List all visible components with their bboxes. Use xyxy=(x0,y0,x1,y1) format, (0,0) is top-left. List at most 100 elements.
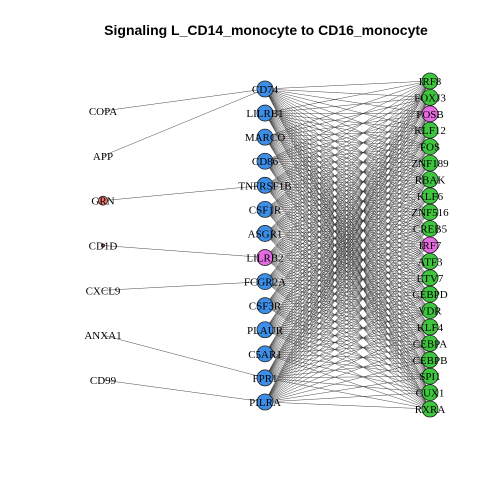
edge-fcgr2a-cux1 xyxy=(264,281,431,393)
target-node-etv7 xyxy=(421,269,439,287)
edge-fpr1-rbak xyxy=(264,179,431,379)
edge-lilrb1-rxra xyxy=(264,112,431,410)
edge-fcgr2a-spi1 xyxy=(264,281,431,377)
edge-lilrb2-irf8 xyxy=(264,80,431,258)
edge-lilrb2-fos xyxy=(264,146,431,258)
receptor-node-c5ar1 xyxy=(256,345,274,363)
ligand-node-cd1d xyxy=(101,243,106,248)
target-label-cebpd: CEBPD xyxy=(412,289,448,301)
edge-cd74-irf7 xyxy=(264,88,431,246)
receptor-label-lilrb1: LILRB1 xyxy=(246,108,283,120)
edge-lilrb1-creb5 xyxy=(264,112,431,229)
edge-tnfrsf1b-creb5 xyxy=(264,185,431,229)
edge-cd86-fos xyxy=(264,146,431,162)
edge-c5ar1-znf189 xyxy=(264,162,431,354)
edge-c5ar1-etv7 xyxy=(264,277,431,355)
receptor-node-fcgr2a xyxy=(256,273,274,291)
target-label-znf516: ZNF516 xyxy=(411,207,449,219)
edge-plaur-vdr xyxy=(264,310,431,330)
labels-layer: COPA APP GRN CD1D CXCL9 ANXA1 CD99 CD74 LILRB1 MA… xyxy=(84,76,449,416)
edge-fcgr2a-rxra xyxy=(264,281,431,410)
edge-lilrb1-irf7 xyxy=(264,112,431,246)
edge-c5ar1-cebpa xyxy=(264,343,431,355)
edge-csf1r-cux1 xyxy=(264,209,431,393)
edge-fcgr2a-fos xyxy=(264,146,431,282)
receptor-node-pilra xyxy=(256,393,274,411)
edge-fcgr2a-znf516 xyxy=(264,211,431,282)
edge-lilrb1-fosb xyxy=(264,112,431,115)
edge-cd99-pilra xyxy=(102,379,266,403)
edge-pilra-znf516 xyxy=(264,212,431,403)
edge-lilrb1-klf6 xyxy=(264,112,431,197)
target-node-cebpb xyxy=(421,351,439,369)
edge-c5ar1-atf3 xyxy=(264,261,431,355)
edge-fpr1-vdr xyxy=(264,310,431,379)
target-label-irf8: IRF8 xyxy=(419,76,442,88)
edge-lilrb1-irf8 xyxy=(264,80,431,114)
edge-pilra-rbak xyxy=(264,179,431,403)
receptor-label-fpr1: FPR1 xyxy=(252,373,277,385)
edge-c5ar1-irf7 xyxy=(264,244,431,355)
edge-marco-rbak xyxy=(264,136,431,180)
edge-pilra-irf8 xyxy=(264,80,431,403)
edge-marco-irf7 xyxy=(264,136,431,246)
edge-tnfrsf1b-etv7 xyxy=(264,185,431,278)
edge-csf3r-cux1 xyxy=(264,305,431,393)
edge-lilrb1-fos xyxy=(264,112,431,147)
edge-cd74-fos xyxy=(264,88,431,147)
edge-csf3r-cebpb xyxy=(264,305,431,361)
edge-csf3r-klf12 xyxy=(264,130,431,306)
edge-pilra-spi1 xyxy=(264,375,431,403)
edge-asgr1-rxra xyxy=(264,233,431,410)
edge-marco-cebpa xyxy=(264,137,431,344)
edge-marco-fos xyxy=(264,136,431,147)
edge-cd86-vdr xyxy=(264,161,431,311)
edge-tnfrsf1b-fos xyxy=(264,146,431,186)
edge-c5ar1-creb5 xyxy=(264,228,431,355)
ligand-label-cd99: CD99 xyxy=(90,375,117,387)
ligand-label-copa: COPA xyxy=(89,106,117,118)
edge-cd74-rxra xyxy=(264,88,431,410)
edge-marco-cebpd xyxy=(264,136,431,295)
edge-lilrb2-creb5 xyxy=(264,228,431,258)
receptor-label-lilrb2: LILRB2 xyxy=(246,253,283,265)
target-label-etv7: ETV7 xyxy=(417,273,444,285)
edge-asgr1-atf3 xyxy=(264,233,431,262)
edge-pilra-foxj3 xyxy=(264,97,431,403)
target-label-rxra: RXRA xyxy=(415,404,446,416)
edge-lilrb1-znf189 xyxy=(264,112,431,164)
edge-c5ar1-spi1 xyxy=(264,353,431,377)
receptor-label-csf1r: CSF1R xyxy=(249,204,282,216)
edge-asgr1-fos xyxy=(264,146,431,234)
receptor-label-pilra: PILRA xyxy=(249,397,281,409)
receptor-node-lilrb1 xyxy=(256,104,274,122)
receptor-label-fcgr2a: FCGR2A xyxy=(244,277,286,289)
edge-plaur-irf8 xyxy=(264,80,431,330)
edge-cd86-rxra xyxy=(264,161,431,410)
edge-cd74-klf12 xyxy=(264,88,431,131)
target-node-foxj3 xyxy=(421,89,439,106)
edge-plaur-cebpa xyxy=(264,329,431,344)
edge-fcgr2a-vdr xyxy=(264,281,431,311)
edge-cd86-spi1 xyxy=(264,161,431,377)
edge-csf3r-fosb xyxy=(264,113,431,306)
edge-lilrb1-foxj3 xyxy=(264,97,431,114)
edge-tnfrsf1b-cux1 xyxy=(264,185,431,393)
target-label-znf189: ZNF189 xyxy=(411,158,449,170)
receptor-node-plaur xyxy=(256,321,274,339)
edge-cd86-klf6 xyxy=(264,161,431,197)
edge-lilrb2-klf6 xyxy=(264,195,431,258)
target-node-irf8 xyxy=(421,72,439,90)
edge-fpr1-klf6 xyxy=(264,195,431,379)
edge-tnfrsf1b-rxra xyxy=(264,185,431,410)
edge-lilrb2-rbak xyxy=(264,179,431,258)
edge-tnfrsf1b-irf7 xyxy=(264,185,431,246)
edge-csf1r-fosb xyxy=(264,113,431,210)
edge-pilra-klf12 xyxy=(264,130,431,403)
receptor-label-asgr1: ASGR1 xyxy=(248,228,283,240)
edge-cd86-klf12 xyxy=(264,129,431,162)
edge-tnfrsf1b-rbak xyxy=(264,179,431,186)
receptor-label-marco: MARCO xyxy=(245,132,285,144)
edge-fpr1-creb5 xyxy=(264,228,431,379)
edge-lilrb1-cebpa xyxy=(264,112,431,344)
